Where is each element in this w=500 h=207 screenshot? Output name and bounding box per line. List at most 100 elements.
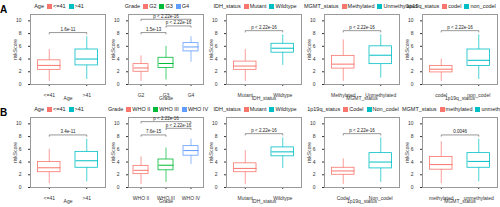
svg-text:riskScore: riskScore bbox=[110, 142, 116, 163]
svg-text:1.6e-11: 1.6e-11 bbox=[61, 27, 76, 32]
svg-text:WHO IV: WHO IV bbox=[182, 195, 201, 201]
svg-text:6: 6 bbox=[411, 146, 414, 152]
svg-text:4: 4 bbox=[313, 56, 316, 62]
svg-text:8: 8 bbox=[411, 133, 414, 139]
svg-text:<=41: <=41 bbox=[44, 195, 56, 201]
svg-text:10: 10 bbox=[114, 120, 120, 126]
svg-text:2: 2 bbox=[411, 171, 414, 177]
svg-text:10: 10 bbox=[114, 17, 120, 23]
svg-text:2: 2 bbox=[117, 68, 120, 74]
svg-text:4: 4 bbox=[117, 56, 120, 62]
svg-text:Grade: Grade bbox=[159, 95, 173, 101]
svg-text:0: 0 bbox=[19, 81, 22, 87]
svg-text:p < 2.22e-16: p < 2.22e-16 bbox=[251, 25, 277, 30]
svg-text:8: 8 bbox=[411, 30, 414, 36]
svg-text:riskScore: riskScore bbox=[110, 39, 116, 60]
svg-text:<=41: <=41 bbox=[44, 92, 56, 98]
svg-text:10: 10 bbox=[310, 17, 316, 23]
svg-text:0: 0 bbox=[117, 184, 120, 190]
svg-text:6: 6 bbox=[411, 43, 414, 49]
svg-text:8: 8 bbox=[215, 133, 218, 139]
svg-text:riskScore: riskScore bbox=[208, 39, 214, 60]
svg-text:6: 6 bbox=[215, 43, 218, 49]
svg-text:p < 2.22e-16: p < 2.22e-16 bbox=[153, 116, 179, 121]
svg-text:10: 10 bbox=[212, 120, 218, 126]
svg-text:riskScore: riskScore bbox=[12, 39, 18, 60]
svg-text:WHO II: WHO II bbox=[133, 195, 149, 201]
svg-text:0: 0 bbox=[313, 81, 316, 87]
svg-text:p < 2.22e-16: p < 2.22e-16 bbox=[153, 14, 179, 19]
svg-text:0: 0 bbox=[215, 81, 218, 87]
svg-text:riskScore: riskScore bbox=[12, 142, 18, 163]
svg-text:6: 6 bbox=[117, 43, 120, 49]
svg-text:4: 4 bbox=[117, 159, 120, 165]
svg-text:8: 8 bbox=[117, 30, 120, 36]
svg-text:p < 2.22e-16: p < 2.22e-16 bbox=[251, 128, 277, 133]
svg-text:8: 8 bbox=[215, 30, 218, 36]
svg-text:MGMT_status: MGMT_status bbox=[346, 95, 378, 101]
svg-text:3.4e-11: 3.4e-11 bbox=[61, 129, 76, 134]
svg-text:0: 0 bbox=[117, 81, 120, 87]
svg-text:10: 10 bbox=[16, 17, 22, 23]
svg-text:1.5e-13: 1.5e-13 bbox=[146, 27, 162, 32]
svg-text:G2: G2 bbox=[138, 92, 145, 98]
svg-text:6: 6 bbox=[19, 146, 22, 152]
svg-text:4: 4 bbox=[19, 159, 22, 165]
svg-text:p < 2.22e-16: p < 2.22e-16 bbox=[166, 20, 192, 25]
svg-text:8: 8 bbox=[19, 30, 22, 36]
svg-text:0: 0 bbox=[411, 81, 414, 87]
svg-text:riskScore: riskScore bbox=[404, 39, 410, 60]
svg-text:6: 6 bbox=[215, 146, 218, 152]
svg-text:2: 2 bbox=[313, 68, 316, 74]
svg-text:riskScore: riskScore bbox=[306, 142, 312, 163]
svg-text:Age: Age bbox=[64, 95, 73, 101]
svg-text:>41: >41 bbox=[83, 195, 92, 201]
svg-text:6: 6 bbox=[313, 146, 316, 152]
svg-text:10: 10 bbox=[310, 120, 316, 126]
svg-text:10: 10 bbox=[408, 120, 414, 126]
svg-text:Age: Age bbox=[64, 198, 73, 204]
svg-text:4: 4 bbox=[411, 56, 414, 62]
svg-text:10: 10 bbox=[16, 120, 22, 126]
svg-text:1p19q_status: 1p19q_status bbox=[445, 95, 476, 101]
svg-text:4: 4 bbox=[313, 159, 316, 165]
svg-text:4: 4 bbox=[411, 159, 414, 165]
svg-text:IDH_status: IDH_status bbox=[252, 95, 277, 101]
svg-text:MGMT_status: MGMT_status bbox=[444, 198, 476, 204]
svg-text:2: 2 bbox=[215, 68, 218, 74]
svg-text:0.0046: 0.0046 bbox=[453, 129, 467, 134]
svg-text:2: 2 bbox=[411, 68, 414, 74]
svg-text:riskScore: riskScore bbox=[208, 142, 214, 163]
svg-text:riskScore: riskScore bbox=[306, 39, 312, 60]
svg-text:p < 2.22e-16: p < 2.22e-16 bbox=[349, 25, 375, 30]
svg-text:8: 8 bbox=[313, 30, 316, 36]
svg-text:0: 0 bbox=[215, 184, 218, 190]
svg-text:G4: G4 bbox=[188, 92, 195, 98]
svg-text:0: 0 bbox=[313, 184, 316, 190]
svg-text:6: 6 bbox=[313, 43, 316, 49]
svg-text:2: 2 bbox=[117, 171, 120, 177]
svg-text:10: 10 bbox=[212, 17, 218, 23]
svg-text:>41: >41 bbox=[83, 92, 92, 98]
svg-text:Grade: Grade bbox=[159, 198, 173, 204]
svg-text:8: 8 bbox=[117, 133, 120, 139]
svg-text:4: 4 bbox=[215, 159, 218, 165]
svg-text:p < 2.22e-16: p < 2.22e-16 bbox=[349, 128, 375, 133]
svg-text:4: 4 bbox=[19, 56, 22, 62]
svg-text:2: 2 bbox=[19, 171, 22, 177]
svg-text:8: 8 bbox=[313, 133, 316, 139]
svg-text:4: 4 bbox=[215, 56, 218, 62]
svg-text:7.6e-15: 7.6e-15 bbox=[146, 129, 162, 134]
svg-text:8: 8 bbox=[19, 133, 22, 139]
svg-text:0: 0 bbox=[19, 184, 22, 190]
svg-text:IDH_status: IDH_status bbox=[252, 198, 277, 204]
svg-text:p < 2.22e-16: p < 2.22e-16 bbox=[166, 123, 192, 128]
svg-text:2: 2 bbox=[215, 171, 218, 177]
svg-text:2: 2 bbox=[313, 171, 316, 177]
svg-text:10: 10 bbox=[408, 17, 414, 23]
svg-text:p < 2.22e-16: p < 2.22e-16 bbox=[447, 25, 473, 30]
svg-text:2: 2 bbox=[19, 68, 22, 74]
svg-text:6: 6 bbox=[19, 43, 22, 49]
svg-text:0: 0 bbox=[411, 184, 414, 190]
svg-text:riskScore: riskScore bbox=[404, 142, 410, 163]
